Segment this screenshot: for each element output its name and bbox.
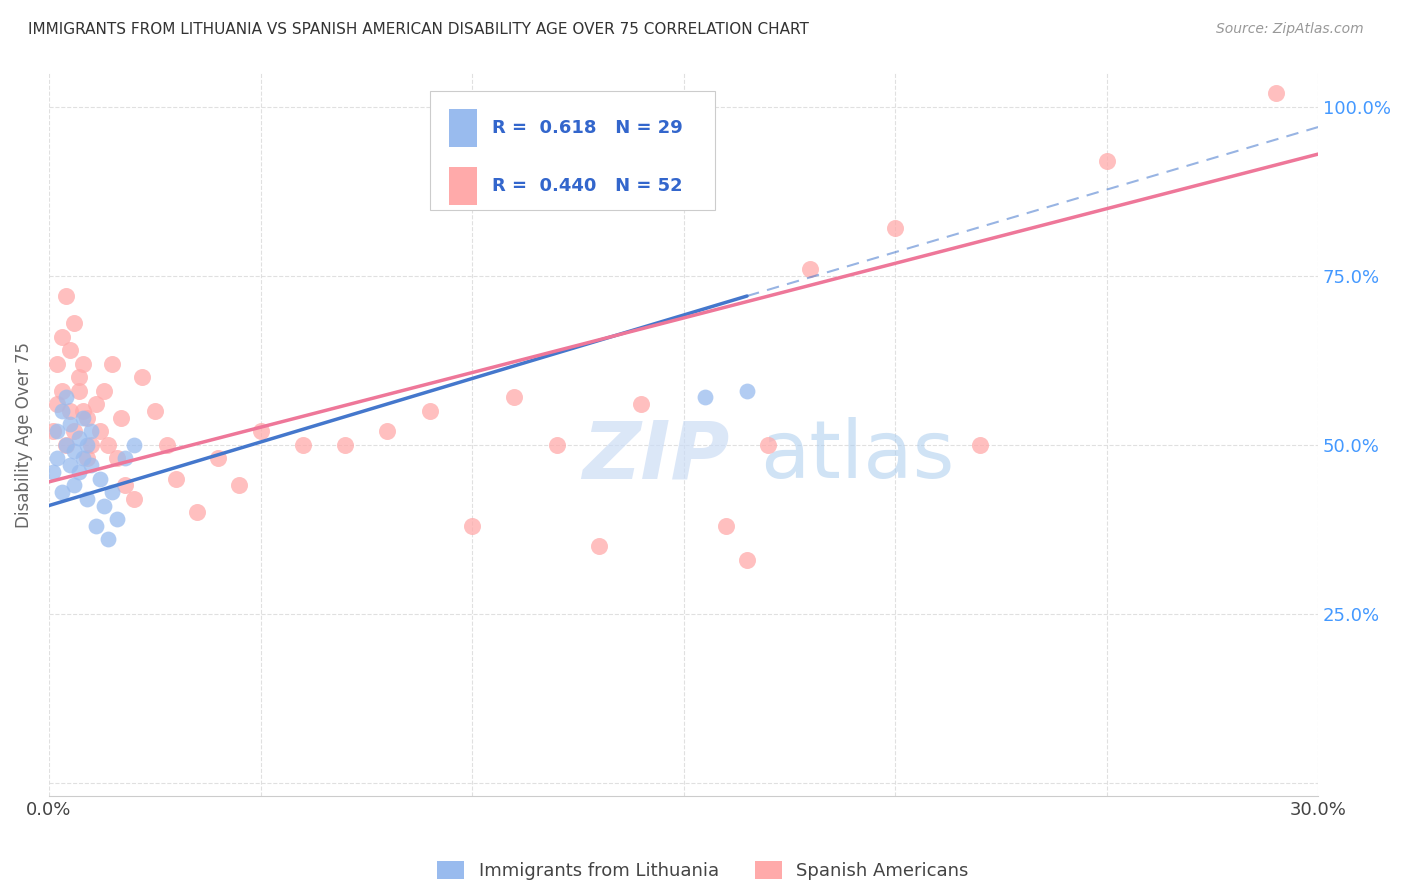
Point bbox=[131, 370, 153, 384]
Point bbox=[59, 417, 82, 432]
Point bbox=[59, 458, 82, 472]
Point bbox=[76, 451, 98, 466]
Point bbox=[377, 424, 399, 438]
Point bbox=[186, 505, 208, 519]
Point bbox=[735, 384, 758, 398]
Point bbox=[42, 465, 65, 479]
Point bbox=[93, 499, 115, 513]
Text: ZIP: ZIP bbox=[582, 417, 730, 495]
Point bbox=[80, 424, 103, 438]
Point bbox=[156, 438, 179, 452]
Point bbox=[46, 424, 69, 438]
Point bbox=[884, 221, 907, 235]
Text: Source: ZipAtlas.com: Source: ZipAtlas.com bbox=[1216, 22, 1364, 37]
Point bbox=[76, 438, 98, 452]
FancyBboxPatch shape bbox=[449, 109, 477, 147]
Point bbox=[72, 404, 94, 418]
Point bbox=[46, 451, 69, 466]
Point bbox=[165, 471, 187, 485]
Point bbox=[67, 465, 90, 479]
Point bbox=[228, 478, 250, 492]
Point bbox=[122, 438, 145, 452]
Point bbox=[46, 357, 69, 371]
Point bbox=[249, 424, 271, 438]
Point bbox=[97, 438, 120, 452]
Point bbox=[67, 431, 90, 445]
Point bbox=[1095, 153, 1118, 168]
FancyBboxPatch shape bbox=[449, 167, 477, 204]
Point bbox=[72, 451, 94, 466]
Point bbox=[59, 404, 82, 418]
Point bbox=[122, 491, 145, 506]
Point bbox=[55, 289, 77, 303]
Point bbox=[969, 438, 991, 452]
Point bbox=[76, 491, 98, 506]
Point bbox=[291, 438, 314, 452]
Point bbox=[51, 329, 73, 343]
Point bbox=[67, 384, 90, 398]
Point bbox=[143, 404, 166, 418]
Point bbox=[80, 438, 103, 452]
Point bbox=[630, 397, 652, 411]
Point bbox=[105, 451, 128, 466]
Point bbox=[55, 438, 77, 452]
Point bbox=[714, 518, 737, 533]
Point bbox=[72, 410, 94, 425]
Point bbox=[735, 552, 758, 566]
Point bbox=[588, 539, 610, 553]
Point bbox=[67, 370, 90, 384]
Point bbox=[461, 518, 484, 533]
Point bbox=[51, 485, 73, 500]
Point bbox=[42, 424, 65, 438]
Point bbox=[76, 410, 98, 425]
Point bbox=[84, 397, 107, 411]
Text: R =  0.618   N = 29: R = 0.618 N = 29 bbox=[492, 119, 683, 137]
Point bbox=[101, 357, 124, 371]
Point bbox=[84, 518, 107, 533]
Point bbox=[110, 410, 132, 425]
Point bbox=[799, 262, 821, 277]
Point bbox=[63, 478, 86, 492]
Point bbox=[207, 451, 229, 466]
Point bbox=[114, 478, 136, 492]
Point bbox=[89, 424, 111, 438]
Point bbox=[55, 438, 77, 452]
Point bbox=[59, 343, 82, 357]
Point bbox=[63, 444, 86, 458]
Point bbox=[97, 533, 120, 547]
Point bbox=[503, 391, 526, 405]
Point bbox=[419, 404, 441, 418]
Point bbox=[80, 458, 103, 472]
Point bbox=[63, 316, 86, 330]
Point bbox=[51, 384, 73, 398]
Point bbox=[93, 384, 115, 398]
FancyBboxPatch shape bbox=[430, 91, 716, 211]
Point bbox=[46, 397, 69, 411]
Legend: Immigrants from Lithuania, Spanish Americans: Immigrants from Lithuania, Spanish Ameri… bbox=[430, 854, 976, 888]
Point bbox=[333, 438, 356, 452]
Point bbox=[1264, 87, 1286, 101]
Point bbox=[72, 357, 94, 371]
Point bbox=[55, 391, 77, 405]
Point bbox=[63, 424, 86, 438]
Text: atlas: atlas bbox=[759, 417, 955, 495]
Text: R =  0.440   N = 52: R = 0.440 N = 52 bbox=[492, 177, 682, 194]
Point bbox=[693, 391, 716, 405]
Point bbox=[546, 438, 568, 452]
Text: IMMIGRANTS FROM LITHUANIA VS SPANISH AMERICAN DISABILITY AGE OVER 75 CORRELATION: IMMIGRANTS FROM LITHUANIA VS SPANISH AME… bbox=[28, 22, 808, 37]
Point bbox=[114, 451, 136, 466]
Point bbox=[105, 512, 128, 526]
Point bbox=[101, 485, 124, 500]
Point bbox=[51, 404, 73, 418]
Point bbox=[89, 471, 111, 485]
Point bbox=[756, 438, 779, 452]
Y-axis label: Disability Age Over 75: Disability Age Over 75 bbox=[15, 342, 32, 527]
